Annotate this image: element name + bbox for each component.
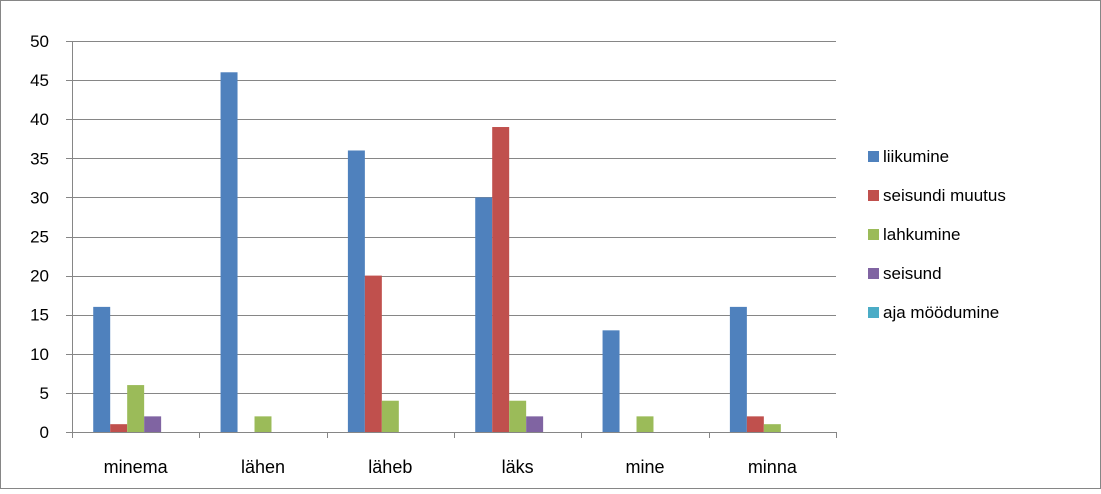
bar-liikumine-läheb — [347, 150, 365, 433]
x-tick-label: läheb — [368, 457, 412, 477]
bar-seisundi-muutus-läheb — [364, 275, 382, 432]
bar-lahkumine-läks — [509, 400, 527, 432]
y-tick-label: 40 — [30, 110, 49, 129]
bar-liikumine-mine — [602, 330, 620, 432]
bars — [93, 72, 781, 433]
y-tick-label: 5 — [40, 384, 49, 403]
legend-swatch — [868, 151, 879, 162]
legend-swatch — [868, 268, 879, 279]
bar-seisund-läks — [526, 416, 544, 432]
y-tick-label: 20 — [30, 267, 49, 286]
bar-lahkumine-minna — [763, 424, 781, 432]
legend: liikumine seisundi muutus lahkumine seisund… — [868, 147, 1006, 322]
axes — [66, 41, 837, 438]
y-tick-label: 25 — [30, 228, 49, 247]
legend-label: lahkumine — [883, 225, 961, 244]
y-tick-label: 50 — [30, 32, 49, 51]
legend-label: seisundi muutus — [883, 186, 1006, 205]
bar-liikumine-minema — [93, 306, 111, 432]
x-tick-label: mine — [625, 457, 664, 477]
bar-seisundi-muutus-minna — [746, 416, 764, 432]
y-tick-label: 35 — [30, 149, 49, 168]
bar-lahkumine-lähen — [254, 416, 272, 432]
bar-liikumine-lähen — [220, 72, 238, 432]
bar-seisundi-muutus-minema — [110, 424, 128, 432]
bar-liikumine-minna — [729, 306, 747, 432]
bar-liikumine-läks — [475, 197, 493, 432]
x-tick-label: lähen — [241, 457, 285, 477]
legend-label: aja möödumine — [883, 303, 999, 322]
bar-seisund-minema — [144, 416, 162, 432]
x-tick-label: läks — [502, 457, 534, 477]
y-tick-label: 45 — [30, 71, 49, 90]
y-tick-label: 15 — [30, 306, 49, 325]
bar-lahkumine-läheb — [381, 400, 399, 432]
bar-seisundi-muutus-läks — [492, 127, 510, 433]
y-tick-label: 30 — [30, 188, 49, 207]
legend-label: seisund — [883, 264, 942, 283]
tick-labels: 0 5 10 15 20 25 30 35 40 45 50 minema lähen läheb läks… — [30, 32, 798, 477]
legend-label: liikumine — [883, 147, 949, 166]
x-tick-label: minna — [748, 457, 798, 477]
y-tick-label: 0 — [40, 423, 49, 442]
legend-swatch — [868, 190, 879, 201]
bar-lahkumine-mine — [636, 416, 654, 432]
legend-swatch — [868, 229, 879, 240]
legend-swatch — [868, 307, 879, 318]
x-tick-label: minema — [104, 457, 169, 477]
gridlines — [72, 41, 836, 394]
bar-lahkumine-minema — [127, 385, 145, 432]
y-tick-label: 10 — [30, 345, 49, 364]
